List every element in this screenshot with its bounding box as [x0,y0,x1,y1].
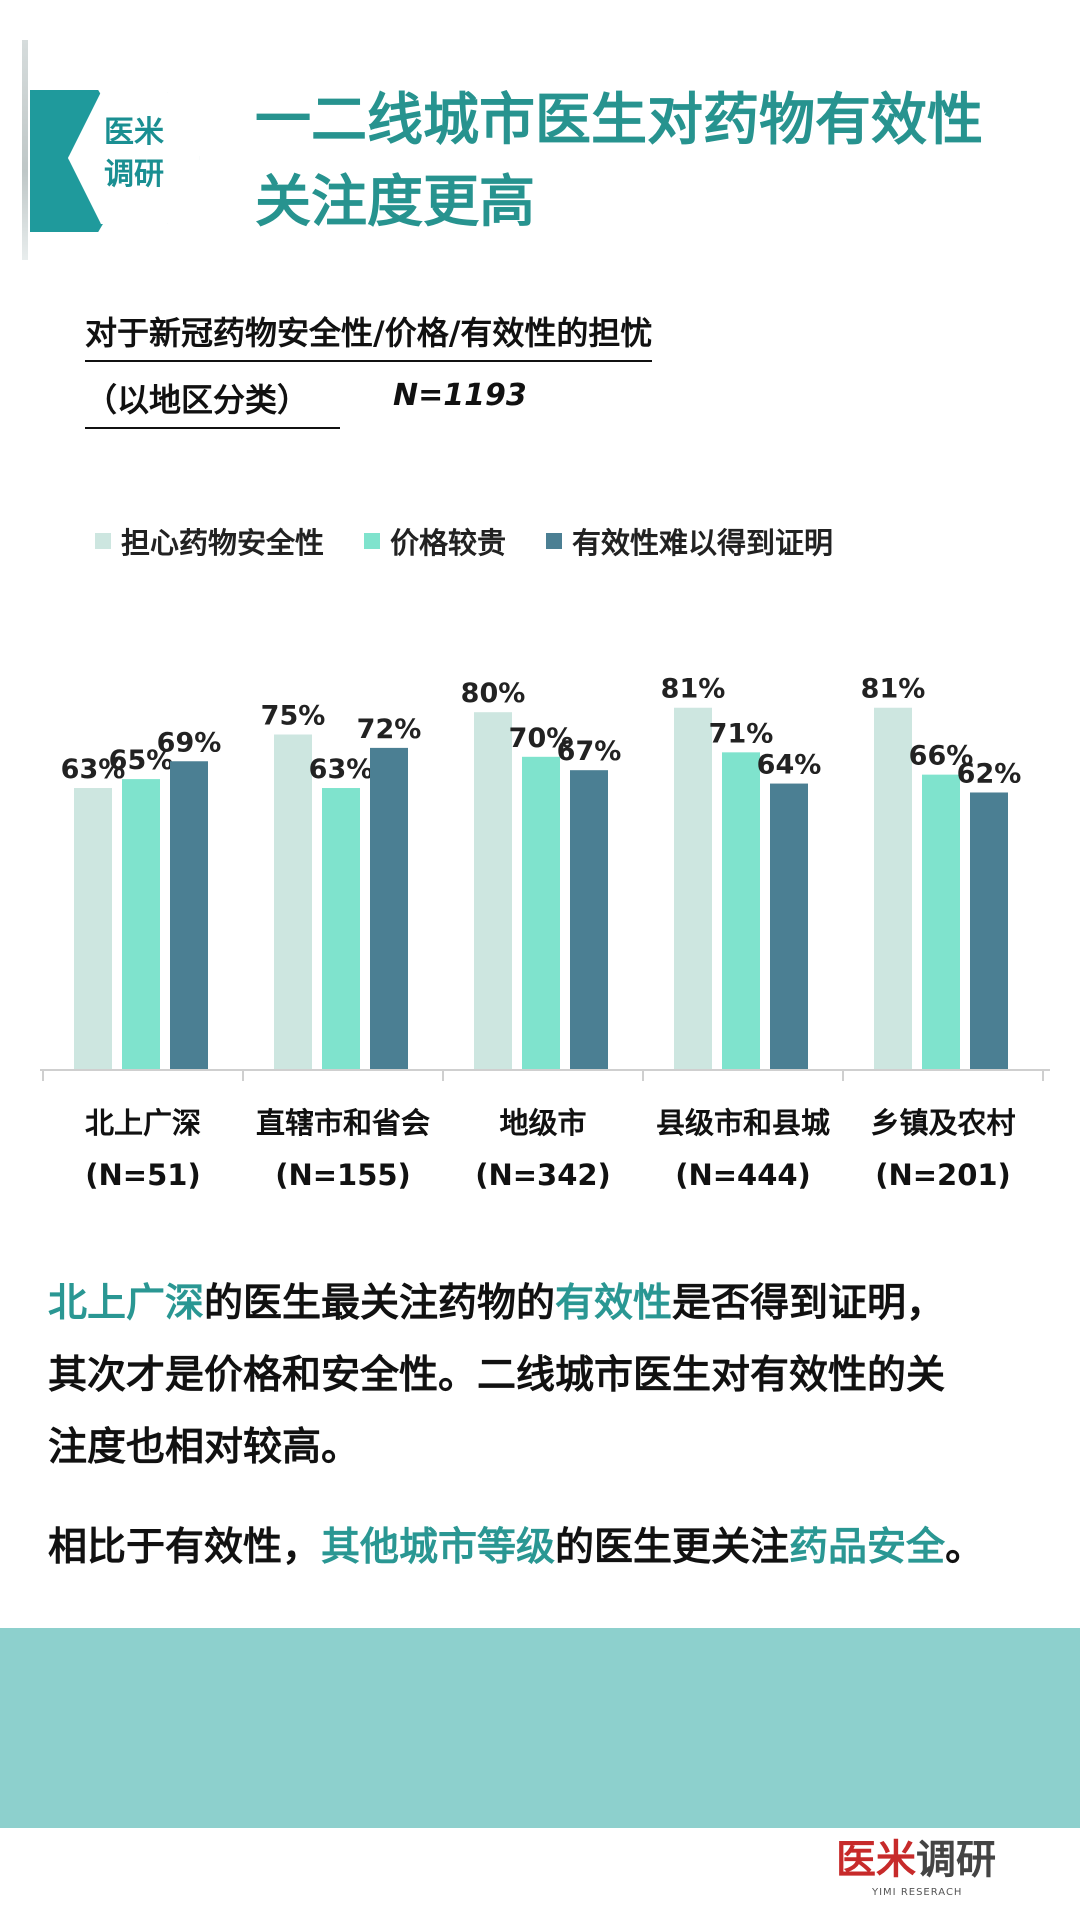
highlight-drug-safety: 药品安全 [789,1525,946,1570]
bar-price-4 [922,774,960,1069]
bar-price-1 [322,788,360,1069]
data-label-safety-3: 81% [661,674,726,705]
data-label-price-3: 71% [709,718,774,749]
highlight-tier1: 北上广深 [48,1281,205,1326]
chart-legend: 担心药物安全性 价格较贵 有效性难以得到证明 [95,520,833,562]
legend-label-efficacy: 有效性难以得到证明 [572,526,834,560]
summary-line-1: 北上广深的医生最关注药物的有效性是否得到证明， [48,1268,1048,1340]
summary-line-2: 其次才是价格和安全性。二线城市医生对有效性的关 [48,1353,946,1398]
page-title-line2: 关注度更高 [255,170,535,235]
data-label-efficacy-2: 67% [557,736,622,767]
bar-efficacy-2 [570,770,608,1069]
bar-price-3 [722,752,760,1069]
category-n-2: (N=342) [475,1158,611,1192]
bar-safety-3 [674,707,712,1069]
summary-paragraph-1: 北上广深的医生最关注药物的有效性是否得到证明， 其次才是价格和安全性。二线城市医… [48,1268,1048,1484]
bottom-band [0,1628,1080,1828]
logo-red-text: 医米 [836,1836,916,1883]
badge-line2: 调研 [104,157,164,192]
summary-text: 是否得到证明， [672,1281,946,1326]
category-label-3: 县级市和县城 [655,1106,830,1140]
category-n-1: (N=155) [275,1158,411,1192]
category-label-2: 地级市 [499,1106,587,1140]
data-label-efficacy-0: 69% [157,727,222,758]
legend-item-price: 价格较贵 [364,520,506,562]
bar-safety-0 [74,788,112,1069]
sample-size: N=1193 [393,378,527,413]
legend-label-safety: 担心药物安全性 [121,526,325,560]
category-n-4: (N=201) [875,1158,1011,1192]
data-label-price-0: 65% [109,745,174,776]
data-label-price-2: 70% [509,723,574,754]
bar-efficacy-0 [170,761,208,1069]
category-label-1: 直辖市和省会 [255,1106,430,1140]
data-label-safety-4: 81% [861,674,926,705]
bar-safety-4 [874,707,912,1069]
legend-label-price: 价格较贵 [390,526,507,560]
summary-paragraph-2: 相比于有效性，其他城市等级的医生更关注药品安全。 [48,1512,1048,1584]
chart-subtitle-line2: （以地区分类） [85,375,340,429]
category-label-4: 乡镇及农村 [870,1106,1016,1140]
data-label-efficacy-1: 72% [357,714,422,745]
legend-swatch-efficacy [546,533,563,549]
legend-item-efficacy: 有效性难以得到证明 [546,520,833,562]
left-accent-bar [22,40,28,260]
bar-safety-2 [474,712,512,1069]
summary-text: 的医生最关注药物的 [204,1281,556,1326]
bar-efficacy-1 [370,747,408,1069]
legend-swatch-safety [95,533,111,549]
category-n-0: (N=51) [85,1158,201,1192]
footer-logo: 医米调研 [836,1840,996,1880]
data-label-efficacy-3: 64% [757,750,822,781]
category-n-3: (N=444) [675,1158,811,1192]
bar-efficacy-4 [970,792,1008,1069]
bar-price-0 [122,779,160,1069]
logo-subtitle: YIMI RESERACH [872,1887,963,1898]
data-label-efficacy-4: 62% [957,758,1022,789]
highlight-efficacy: 有效性 [555,1281,673,1326]
chart-subtitle-line1: 对于新冠药物安全性/价格/有效性的担忧 [85,308,653,362]
highlight-other-cities: 其他城市等级 [321,1525,556,1570]
legend-item-safety: 担心药物安全性 [95,520,324,562]
category-label-0: 北上广深 [84,1106,201,1140]
bar-safety-1 [274,734,312,1069]
bar-chart: 63%65%69%75%63%72%80%70%67%81%71%64%81%6… [40,674,1050,1081]
data-label-price-1: 63% [309,754,374,785]
logo-dark-text: 调研 [916,1836,996,1883]
badge-line1: 医米 [104,115,164,150]
summary-text: 相比于有效性， [48,1525,322,1570]
page-title-line1: 一二线城市医生对药物有效性 [255,88,983,153]
bar-efficacy-3 [770,783,808,1069]
legend-swatch-price [364,533,381,549]
summary-line-3: 注度也相对较高。 [48,1425,361,1470]
data-label-safety-0: 63% [61,754,126,785]
summary-text: 。 [945,1525,985,1570]
data-label-price-4: 66% [909,741,974,772]
data-label-safety-2: 80% [461,678,526,709]
page-title: 一二线城市医生对药物有效性 关注度更高 [255,80,1055,244]
brand-badge: 医米 调研 [68,112,200,196]
badge-hexagon [68,92,200,224]
data-label-safety-1: 75% [261,701,326,732]
bar-price-2 [522,756,560,1069]
summary-text: 的医生更关注 [555,1525,790,1570]
